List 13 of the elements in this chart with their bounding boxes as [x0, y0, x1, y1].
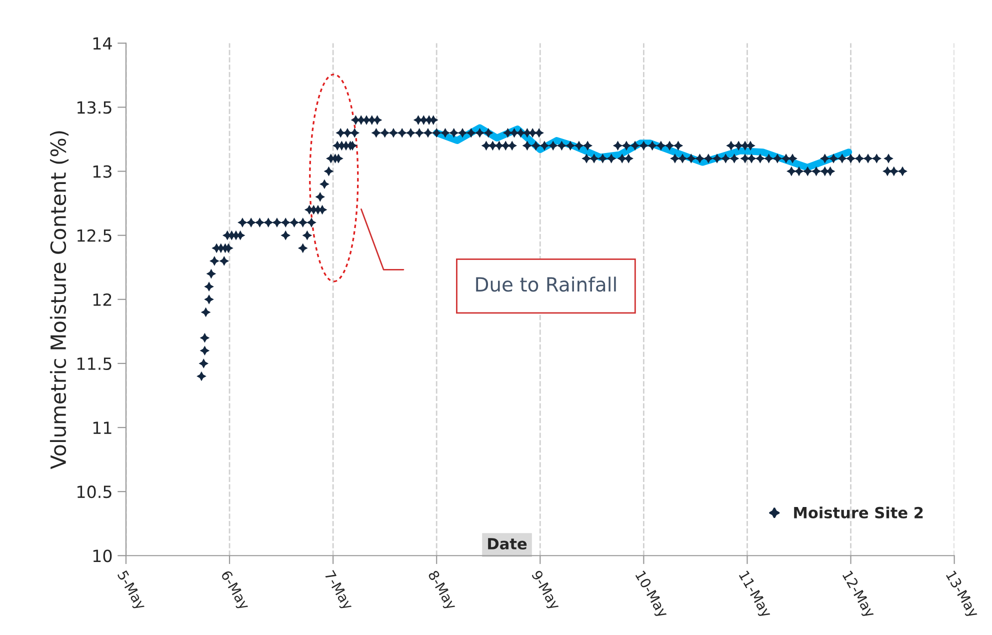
- y-tick-label: 13.5: [78, 101, 112, 114]
- y-axis-title: Volumetric Moisture Content (%): [50, 131, 69, 470]
- y-tick-label: 11: [93, 422, 112, 434]
- x-axis-title: Date: [488, 538, 527, 550]
- y-tick-label: 10: [93, 550, 112, 562]
- y-tick-label: 11.5: [78, 358, 112, 370]
- y-tick-label: 14: [93, 37, 112, 50]
- y-tick-label: 13: [93, 165, 112, 178]
- y-tick-label: 12.5: [78, 229, 112, 242]
- y-tick-label: 10.5: [78, 486, 112, 498]
- legend-label: Moisture Site 2: [794, 506, 923, 518]
- y-tick-label: 12: [93, 293, 112, 306]
- annotation: Due to Rainfall: [476, 276, 616, 292]
